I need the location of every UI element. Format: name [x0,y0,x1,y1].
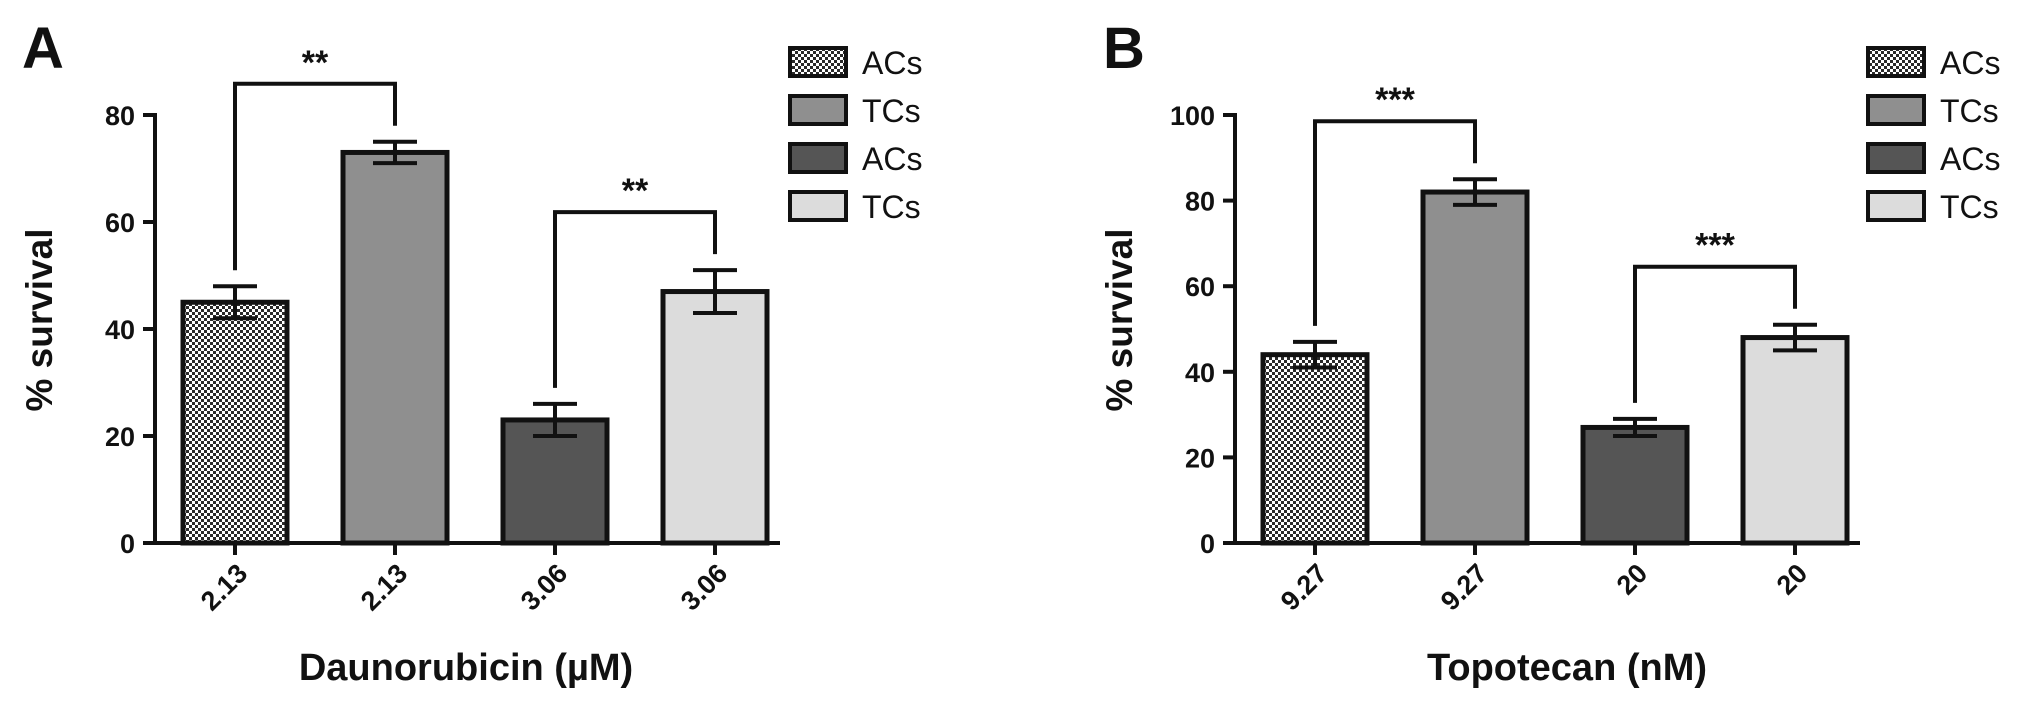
panel-a-legend-label: ACs [862,45,922,81]
panel-a-x-tick-label: 3.06 [675,558,733,616]
panel-b-x-tick-label: 20 [1611,558,1653,600]
panel-a-legend-swatch [788,142,848,174]
panel-a-significance-label: ** [302,44,329,82]
panel-a-y-tick-label: 80 [105,101,135,131]
panel-a-legend: ACs TCs ACs TCs [788,45,922,225]
panel-a-bar [660,289,770,546]
panel-b-y-axis-label: % survival [1099,228,1140,411]
panel-a-legend-label: ACs [862,141,922,177]
panel-a-significance-label: ** [622,172,649,210]
panel-a-significance-bracket [233,81,397,271]
panel-b-legend-label: TCs [1940,189,1999,225]
panel-a-significance-bracket [553,210,717,388]
panel-b-x-tick-label: 9.27 [1435,558,1493,616]
panel-a-x-tick-label: 2.13 [195,558,253,616]
panel-a-bar [500,417,610,546]
panel-b-legend-label: ACs [1940,141,2000,177]
panel-b-legend-label: ACs [1940,45,2000,81]
panel-a-legend-label: TCs [862,93,921,129]
panel-a-letter: A [22,16,64,81]
panel-b-legend-label: TCs [1940,93,1999,129]
panel-b-y-tick-label: 0 [1200,529,1215,559]
panel-a-y-tick-label: 60 [105,208,135,238]
panel-b-plot: 0 20 40 60 80 100 9.27 9.27 20 20 *** *** [1170,81,1860,616]
panel-b-bar [1580,424,1690,546]
panel-b-significance-bracket [1313,119,1477,326]
panel-a-bar [340,149,450,546]
panel-b-legend-swatch [1866,190,1926,222]
panel-a-plot: 0 20 40 60 80 2.13 2.13 3.06 3.06 ** ** [105,44,780,616]
panel-b-x-tick-label: 20 [1771,558,1813,600]
panel-a-legend-swatch [788,190,848,222]
panel-b-legend-swatch [1866,46,1926,78]
panel-a-y-axis-label: % survival [19,228,60,411]
panel-a-y-tick-label: 0 [120,529,135,559]
panel-a: A % survival Daunorubicin (µM) 0 20 40 60 80… [19,16,922,689]
panel-a-x-axis-label: Daunorubicin (µM) [299,647,633,689]
panel-b-significance-bracket [1633,264,1797,403]
panel-a-x-tick-label: 2.13 [355,558,413,616]
panel-b-significance-label: *** [1695,227,1735,265]
panel-b-y-tick-label: 80 [1185,187,1215,217]
panel-b-x-tick-label: 9.27 [1275,558,1333,616]
panel-b-y-tick-label: 100 [1170,101,1215,131]
panel-a-legend-label: TCs [862,189,921,225]
panel-b-legend: ACs TCs ACs TCs [1866,45,2000,225]
panel-a-bar [180,299,290,546]
panel-b-bar [1740,335,1850,546]
panel-a-x-tick-label: 3.06 [515,558,573,616]
panel-b-y-tick-label: 40 [1185,358,1215,388]
panel-a-y-tick-label: 40 [105,315,135,345]
panel-b: B % survival Topotecan (nM) 0 20 40 60 80 100… [1099,16,2000,689]
panel-b-x-axis-label: Topotecan (nM) [1427,647,1707,689]
panel-b-bar [1420,189,1530,546]
panel-b-legend-swatch [1866,142,1926,174]
panel-b-bar [1260,352,1370,546]
panel-b-y-tick-label: 60 [1185,272,1215,302]
panel-b-letter: B [1103,16,1145,81]
panel-b-legend-swatch [1866,94,1926,126]
panel-a-legend-swatch [788,94,848,126]
panel-b-y-tick-label: 20 [1185,443,1215,473]
panel-a-y-tick-label: 20 [105,422,135,452]
panel-a-legend-swatch [788,46,848,78]
panel-b-significance-label: *** [1375,81,1415,119]
